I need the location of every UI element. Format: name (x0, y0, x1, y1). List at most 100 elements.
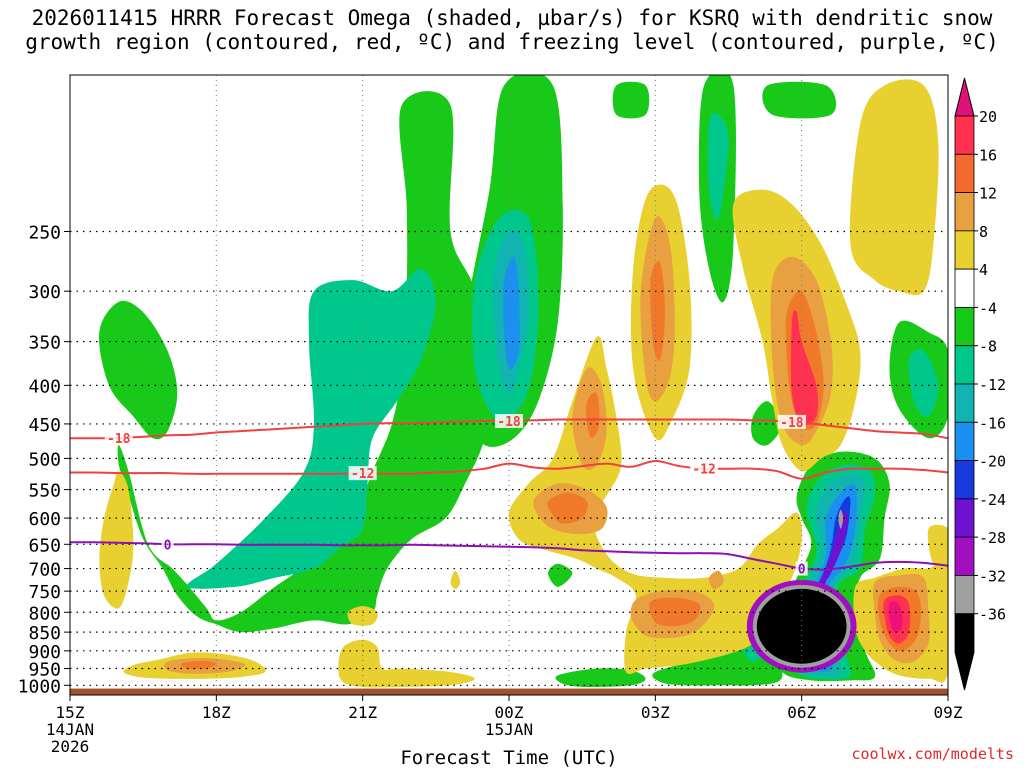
colorbar-segment (954, 613, 975, 653)
x-tick-label: 15Z (56, 703, 85, 722)
colorbar-label: -4 (979, 299, 997, 317)
x-tick-label: 15JAN (485, 720, 533, 739)
y-tick-label: 250 (28, 222, 61, 243)
omega-region-c12-49 (650, 261, 666, 362)
omega-region-n8-17 (908, 349, 939, 418)
omega-region-n4-1 (98, 300, 178, 440)
colorbar-label: -24 (979, 491, 1006, 509)
colorbar-label: -8 (979, 338, 997, 356)
omega-region-n4-9 (548, 563, 573, 587)
omega-region-c12-47 (586, 392, 600, 439)
contour-label-bg (104, 431, 133, 446)
colorbar-label: -32 (979, 567, 1006, 585)
y-tick-label: 350 (28, 333, 61, 354)
temperature-contours: -18 -18 -18 -12 -12 0 0 (70, 413, 948, 578)
y-tick-label: 750 (28, 582, 61, 603)
colorbar-segment (954, 575, 975, 615)
x-tick-label: 18Z (202, 703, 231, 722)
colorbar-segment (954, 460, 975, 500)
grid (70, 75, 948, 695)
omega-region-n4-6 (762, 81, 837, 119)
colorbar-segment (954, 230, 975, 270)
colorbar-label: 16 (979, 146, 997, 164)
contour-label: -18 (497, 415, 521, 430)
colorbar-label: 20 (979, 108, 997, 126)
omega-region-c4-29 (338, 639, 475, 688)
colorbar-label: -16 (979, 414, 1006, 432)
y-tick-label: 950 (28, 660, 61, 681)
omega-region-n4-3 (536, 84, 555, 118)
y-tick-label: 650 (28, 535, 61, 556)
credit-text: coolwx.com/modelts (851, 745, 1014, 763)
y-tick-label: 800 (28, 603, 61, 624)
omega-region-c12-46 (547, 492, 588, 524)
title-line-2: growth region (contoured, red, ºC) and f… (25, 30, 999, 54)
contour-label-bg (495, 413, 523, 428)
omega-region-n4-4 (612, 81, 650, 119)
contour-label-bg (161, 537, 174, 552)
omega-region-c4-34 (849, 79, 939, 296)
y-tick-label: 300 (28, 282, 61, 303)
y-tick-label: 700 (28, 560, 61, 581)
x-tick-label: 21Z (348, 703, 377, 722)
x-tick-label: 06Z (787, 703, 816, 722)
colorbar-label: -28 (979, 529, 1006, 547)
contour-label: -18 (780, 416, 804, 431)
x-tick-label: 09Z (934, 703, 963, 722)
colorbar-label: 4 (979, 261, 988, 279)
omega-region-n8-15 (707, 113, 729, 220)
x-tick-label: 14JAN (46, 720, 94, 739)
title-line-1: 2026011415 HRRR Forecast Omega (shaded, … (31, 6, 993, 30)
colorbar-segment (954, 383, 975, 423)
contour-label-bg (348, 466, 377, 481)
x-tick-label: 00Z (495, 703, 524, 722)
x-tick-label: 2026 (51, 737, 90, 756)
ground (70, 688, 948, 695)
contour-line-1 (70, 459, 948, 480)
y-tick-label: 450 (28, 415, 61, 436)
omega-region-c16-52 (790, 310, 819, 426)
omega-region-n4-0 (117, 91, 491, 633)
colorbar-bottom-arrow (954, 651, 975, 691)
colorbar-segment (954, 268, 975, 308)
omega-region-c20-54 (888, 601, 903, 633)
colorbar-segment (954, 536, 975, 576)
omega-region-c12-45 (181, 660, 217, 670)
x-axis-label: Forecast Time (UTC) (400, 747, 617, 768)
colorbar-top-arrow (954, 77, 975, 117)
contour-label-bg (777, 414, 806, 429)
contour-label: -12 (351, 467, 374, 482)
omega-region-c8-44 (708, 570, 724, 590)
ground-surface (70, 688, 948, 695)
y-tick-label: 850 (28, 623, 61, 644)
colorbar-label: 8 (979, 223, 988, 241)
y-tick-label: 400 (28, 376, 61, 397)
omega-region-n16-21 (503, 256, 520, 370)
colorbar-segment (954, 115, 975, 155)
y-tick-label: 1000 (18, 676, 61, 697)
contour-label: 0 (164, 538, 172, 553)
colorbar-label: -36 (979, 606, 1006, 624)
colorbar-label: -12 (979, 376, 1006, 394)
colorbar-segment (954, 498, 975, 538)
contour-label: -18 (107, 432, 131, 447)
contour-label-bg (690, 461, 719, 476)
colorbar-label: 12 (979, 185, 997, 203)
omega-core-region (756, 588, 847, 664)
colorbar-segment (954, 421, 975, 461)
y-tick-label: 600 (28, 509, 61, 530)
colorbar-label: -20 (979, 453, 1006, 471)
contour-label: -12 (692, 463, 715, 478)
colorbar-segment (954, 345, 975, 385)
x-tick-label: 03Z (641, 703, 670, 722)
colorbar-segment (954, 153, 975, 193)
chart-title: 2026011415 HRRR Forecast Omega (shaded, … (0, 6, 1024, 54)
omega-region-c4-26 (99, 471, 134, 609)
omega-region-n4-10 (555, 668, 646, 688)
contour-label-bg (795, 561, 808, 576)
omega-region-n8-13 (186, 268, 436, 589)
colorbar-segment (954, 307, 975, 347)
